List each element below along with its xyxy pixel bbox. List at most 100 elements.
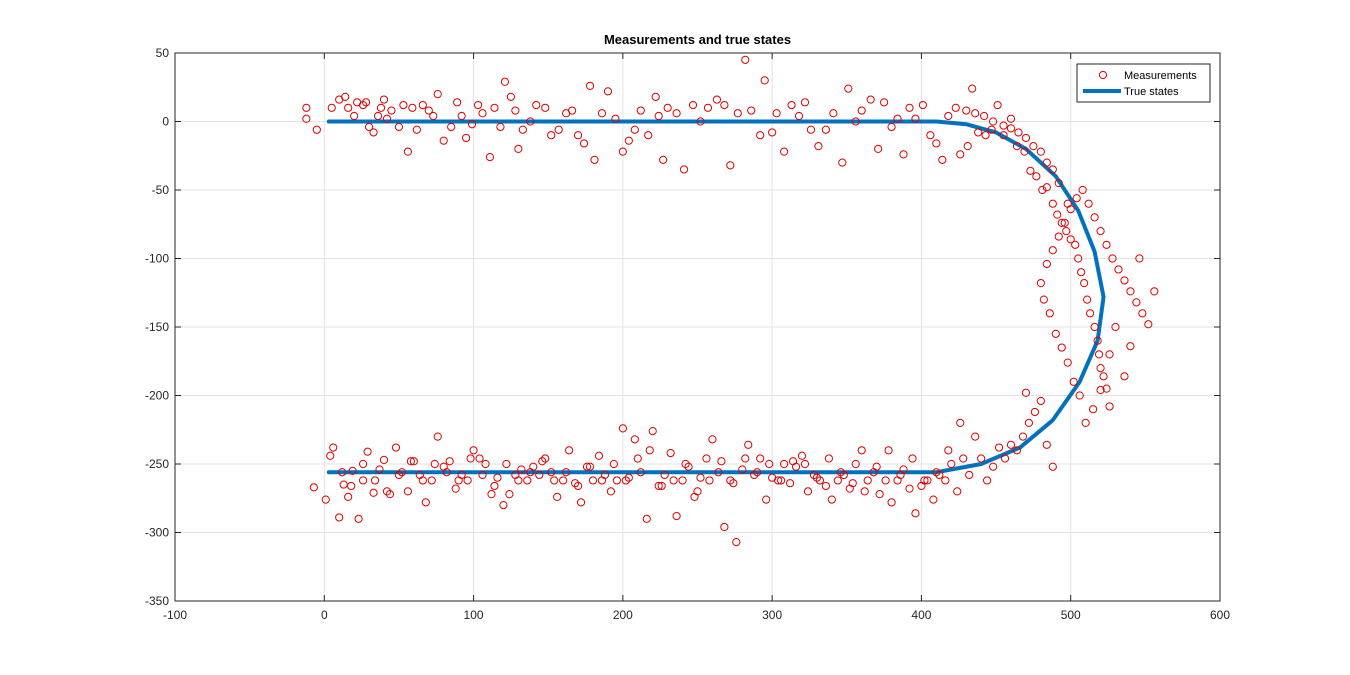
- measurement-point: [1057, 218, 1066, 227]
- measurement-point: [550, 476, 559, 485]
- measurement-point: [1080, 279, 1089, 288]
- measurement-point: [424, 106, 433, 115]
- measurement-point: [815, 476, 825, 485]
- measurement-point: [935, 470, 944, 480]
- measurement-point: [1036, 396, 1045, 406]
- measurement-point: [1075, 391, 1084, 400]
- measurement-point: [702, 454, 711, 463]
- measurement-point: [475, 454, 484, 463]
- measurement-point: [473, 100, 483, 110]
- measurement-point: [348, 466, 357, 475]
- measurement-point: [918, 100, 928, 110]
- measurement-point: [1077, 268, 1086, 277]
- measurement-point: [499, 501, 508, 510]
- measurement-point: [391, 443, 401, 452]
- measurement-point: [1036, 279, 1045, 288]
- measurement-point: [824, 454, 833, 463]
- measurement-point: [1036, 147, 1045, 156]
- measurement-point: [361, 98, 371, 107]
- legend: Measurements True states: [1076, 63, 1211, 103]
- measurement-point: [803, 487, 813, 496]
- measurement-point: [344, 492, 353, 501]
- measurement-point: [369, 488, 378, 497]
- measurement-point: [905, 484, 914, 493]
- measurement-point: [496, 122, 505, 132]
- measurement-point: [908, 454, 917, 463]
- measurement-point: [338, 468, 347, 477]
- measurement-point: [1053, 210, 1062, 219]
- measurement-point: [941, 476, 950, 485]
- measurement-point: [526, 468, 535, 477]
- measurement-point: [329, 443, 338, 452]
- measurement-point: [1039, 295, 1048, 304]
- measurement-point: [562, 468, 571, 477]
- measurement-point: [772, 109, 781, 118]
- measurement-point: [705, 476, 714, 485]
- measurement-point: [554, 125, 563, 134]
- measurement-point: [965, 470, 974, 480]
- measurement-point: [1018, 432, 1028, 441]
- measurement-point: [514, 144, 523, 153]
- measurement-point: [959, 454, 968, 463]
- measurement-point: [920, 476, 929, 485]
- measurement-point: [932, 468, 941, 477]
- measurement-point: [893, 114, 902, 123]
- measurement-point: [1120, 372, 1129, 381]
- measurement-point: [453, 98, 462, 107]
- measurement-point: [559, 476, 568, 485]
- measurement-point: [429, 111, 438, 121]
- measurement-point: [341, 92, 350, 101]
- measurement-point: [1093, 336, 1102, 345]
- measurement-point: [1063, 199, 1072, 208]
- measurement-point: [1048, 199, 1057, 208]
- measurement-point: [487, 490, 496, 499]
- measurement-point: [375, 465, 384, 474]
- measurement-point: [573, 481, 583, 491]
- measurement-point: [500, 77, 510, 86]
- measurement-point: [347, 481, 356, 491]
- measurement-point: [1135, 254, 1144, 263]
- measurement-point: [887, 122, 896, 132]
- measurement-point: [597, 476, 607, 485]
- measurement-point: [409, 457, 418, 466]
- measurement-point: [363, 447, 372, 456]
- measurement-point: [779, 459, 789, 469]
- measurement-point: [469, 446, 478, 455]
- measurement-point: [642, 514, 651, 523]
- measurement-point: [1126, 287, 1135, 296]
- measurement-point: [741, 55, 750, 64]
- measurement-point: [821, 125, 830, 134]
- legend-marker-measurements: [1098, 70, 1108, 80]
- measurement-point: [565, 446, 574, 455]
- measurement-point: [1042, 440, 1051, 449]
- measurement-point: [1096, 227, 1105, 236]
- measurement-point: [669, 476, 678, 485]
- measurement-point: [944, 446, 953, 455]
- measurement-point: [657, 481, 666, 491]
- measurement-point: [370, 476, 380, 485]
- measurement-point: [385, 490, 395, 499]
- measurement-point: [962, 106, 971, 115]
- y-tick-label: -350: [145, 594, 169, 608]
- y-tick-label: -250: [145, 457, 169, 471]
- measurement-point: [553, 492, 562, 501]
- measurement-point: [309, 483, 318, 492]
- measurement-point: [1060, 218, 1069, 227]
- measurement-point: [636, 106, 645, 115]
- measurement-point: [872, 462, 881, 471]
- measurement-point: [953, 487, 962, 496]
- measurement-point: [999, 121, 1008, 130]
- measurement-point: [833, 476, 842, 485]
- measurement-point: [1090, 213, 1099, 222]
- measurement-point: [720, 100, 729, 110]
- measurement-point: [1062, 227, 1071, 236]
- measurement-point: [753, 468, 762, 477]
- y-tick-label: -100: [145, 252, 169, 266]
- measurement-point: [1032, 172, 1041, 181]
- measurement-point: [747, 106, 756, 115]
- measurement-point: [1021, 388, 1031, 397]
- measurement-point: [1042, 259, 1051, 269]
- measurement-point: [394, 122, 404, 132]
- measurement-point: [899, 150, 908, 159]
